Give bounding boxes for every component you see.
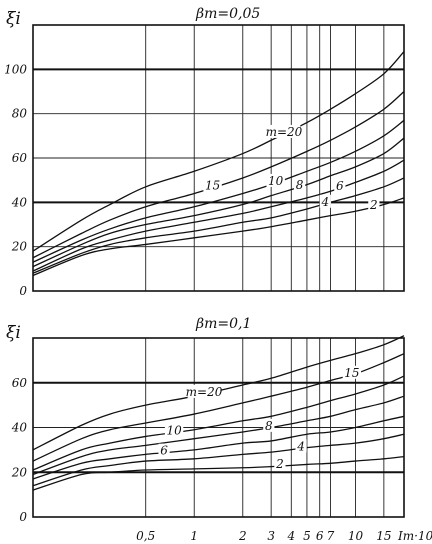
chart-top-title: βт=0,05 [195, 6, 260, 22]
chart-top-series-label-bg [267, 124, 301, 138]
chart-bottom-y-tick-label: 40 [11, 421, 28, 435]
chart-top-series-label: m=20 [266, 125, 303, 139]
chart-bottom-series-label: 10 [166, 424, 182, 438]
chart-top-series-label: 4 [320, 195, 329, 209]
chart-bottom-x-tick-label: 4 [286, 529, 295, 543]
chart-top-series-line [32, 159, 405, 272]
chart-top-series-line [32, 137, 405, 268]
chart-bottom-series-label: m=20 [186, 385, 223, 399]
chart-bottom-series-label-bg [295, 439, 307, 453]
chart-top-series-label-bg [334, 178, 346, 192]
chart-top-series-label-bg [368, 197, 380, 211]
chart-bottom-series-line [32, 455, 405, 491]
chart-bottom-title: βт=0,1 [195, 316, 251, 332]
chart-bottom-series-label: 2 [275, 457, 284, 471]
chart-top-ylabel: ξi [6, 9, 21, 29]
chart-bottom-series-label: 8 [265, 419, 273, 433]
chart-top-series-label-bg [266, 173, 285, 187]
chart-bottom-y-tick-label: 60 [12, 376, 28, 390]
chart-bottom-series-line [32, 433, 405, 487]
chart-top-series-line [32, 119, 405, 263]
chart-top-series-label: 8 [296, 178, 304, 192]
chart-bottom-series-line [32, 415, 405, 480]
chart-top-series-line [32, 91, 405, 259]
chart-bottom-series-line [32, 375, 405, 471]
chart-bottom-x-tick-label: 3 [267, 529, 275, 543]
chart-top-series-label-bg [203, 178, 222, 192]
chart-top-series-label: 2 [369, 198, 378, 212]
chart-bottom-series-line [32, 395, 405, 476]
chart-top-y-tick-label: 40 [11, 195, 28, 209]
chart-bottom-series-label: 15 [344, 366, 359, 380]
chart-top-y-tick-label: 0 [19, 284, 27, 298]
chart-bottom-series-label: 6 [160, 444, 168, 458]
chart-bottom-series-label-bg [263, 418, 275, 432]
chart-top-series-label: 15 [205, 179, 220, 193]
chart-bottom-x-tick-label: 7 [327, 529, 335, 543]
chart-bottom-x-tick-label: 6 [316, 529, 324, 543]
chart-bottom-x-tick-label: 0,5 [136, 529, 155, 543]
chart-bottom-ylabel: ξi [6, 323, 21, 343]
chart-bottom-series-label: 4 [296, 439, 305, 453]
chart-top-series-line [32, 51, 405, 252]
chart-bottom-xlabel: Iт·10³ [397, 529, 432, 543]
chart-top-y-tick-label: 80 [12, 107, 28, 121]
chart-bottom-series-label-bg [158, 443, 170, 457]
chart-bottom-series-label-bg [274, 457, 286, 471]
chart-bottom-y-tick-label: 0 [19, 510, 27, 524]
chart-top-series-label-bg [319, 194, 331, 208]
chart-top-series-line [32, 197, 405, 277]
chart-top-series-label: 6 [336, 179, 344, 193]
chart-top-series-label: 10 [268, 174, 284, 188]
chart-top-plot-frame [32, 24, 405, 292]
chart-top-y-tick-label: 60 [12, 151, 28, 165]
chart-top-series-label-bg [293, 177, 306, 191]
chart-bottom-x-tick-label: 15 [376, 529, 391, 543]
chart-bottom-x-tick-label: 10 [348, 529, 364, 543]
chart-bottom-series-line [32, 335, 405, 451]
chart-bottom-plot-frame [32, 337, 405, 518]
chart-top-y-tick-label: 20 [11, 240, 28, 254]
chart-top-y-tick-label: 100 [4, 62, 27, 76]
chart-bottom-series-label-bg [187, 384, 221, 398]
chart-bottom-series-label-bg [342, 365, 362, 379]
chart-top-series-line [32, 177, 405, 274]
chart-bottom-x-tick-label: 2 [238, 529, 247, 543]
chart-bottom-series-label-bg [164, 423, 184, 437]
chart-bottom-x-tick-label: 5 [303, 529, 311, 543]
chart-top: βт=0,05 ξi 0 20 40 60 80 100 m=20 15 10 8 64 2 [4, 6, 405, 298]
chart-bottom-x-tick-label: 1 [190, 529, 198, 543]
chart-bottom-y-tick-label: 20 [11, 465, 28, 479]
chart-bottom: βт=0,1 ξi Iт·10³ 02040600,512345671015m=… [6, 316, 432, 543]
